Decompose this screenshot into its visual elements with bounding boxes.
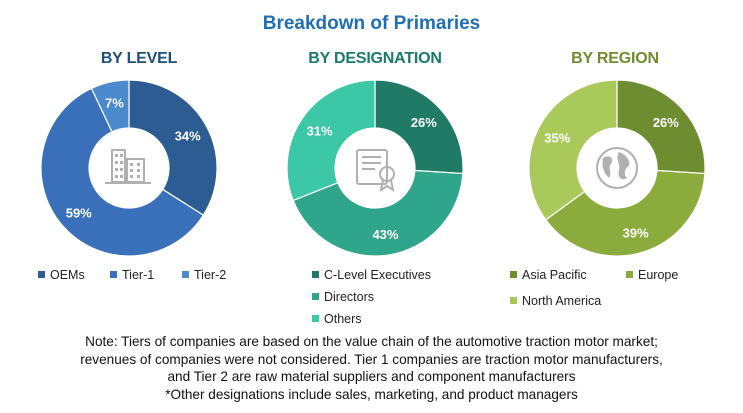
legend-swatch [38,271,45,278]
slice-others [286,79,376,202]
donut-chart-by-designation: 26% 43% 31% [286,79,464,257]
legend-label: Directors [324,290,375,304]
legend-label: Tier-1 [122,268,155,282]
chart-title-by-designation: BY DESIGNATION [308,50,442,67]
legend-item-others: Others [312,312,362,326]
legend-label: C-Level Executives [324,268,431,282]
slice-c-level-executives [374,79,464,175]
donut-chart-by-region: 26% 39% 35% [528,79,706,257]
slice-north-america [528,79,618,221]
legend-swatch [312,293,319,300]
legend-item-oems: OEMs [38,268,85,282]
legend-item-tier-1: Tier-1 [110,268,154,282]
slice-tier-1 [40,87,205,257]
legend-item-europe: Europe [626,268,678,282]
slice-tier-2 [90,79,130,133]
slice-europe [544,169,706,257]
legend-swatch [182,271,189,278]
legend-item-directors: Directors [312,290,374,304]
data-label-others: 31% [307,123,333,138]
data-label-north-america: 35% [544,131,570,146]
data-label-tier-2: 7% [105,96,124,111]
legend-label: Asia Pacific [522,268,587,282]
data-label-c-level-executives: 26% [411,115,437,130]
data-label-directors: 43% [372,227,398,242]
donut-chart-by-level: 34% 59% 7% [40,79,218,257]
legend-swatch [110,271,117,278]
data-label-asia-pacific: 26% [653,115,679,130]
slice-oems [128,79,218,216]
legend-swatch [312,315,319,322]
footnote-line: revenues of companies were not considere… [80,351,663,367]
slice-asia-pacific [616,79,706,175]
legend-label: North America [522,294,602,308]
legend-item-north-america: North America [510,294,601,308]
footnote-line: and Tier 2 are raw material suppliers an… [167,369,576,384]
legend-label: OEMs [50,268,85,282]
legend-swatch [510,271,517,278]
legend-label: Tier-2 [194,268,227,282]
legend-swatch [312,271,319,278]
chart-title-by-level: BY LEVEL [100,50,178,67]
buildings-icon [105,149,151,184]
legend-item-asia-pacific: Asia Pacific [510,268,587,282]
slice-directors [292,169,464,257]
legend-label: Europe [638,268,679,282]
page-title: Breakdown of Primaries [262,13,481,34]
certificate-icon [356,149,395,193]
footnote-line: Note: Tiers of companies are based on th… [85,334,658,349]
data-label-tier-1: 59% [66,205,92,220]
legend-item-tier-2: Tier-2 [182,268,226,282]
legend-label: Others [324,312,362,326]
legend-swatch [626,271,633,278]
footnote: Note: Tiers of companies are based on th… [0,333,743,403]
chart-title-by-region: BY REGION [571,50,659,67]
globe-icon [596,147,638,189]
legend-item-c-level-executives: C-Level Executives [312,268,431,282]
footnote-line: *Other designations include sales, marke… [165,386,578,402]
data-label-europe: 39% [623,225,649,240]
legend-swatch [510,297,517,304]
data-label-oems: 34% [175,129,201,144]
